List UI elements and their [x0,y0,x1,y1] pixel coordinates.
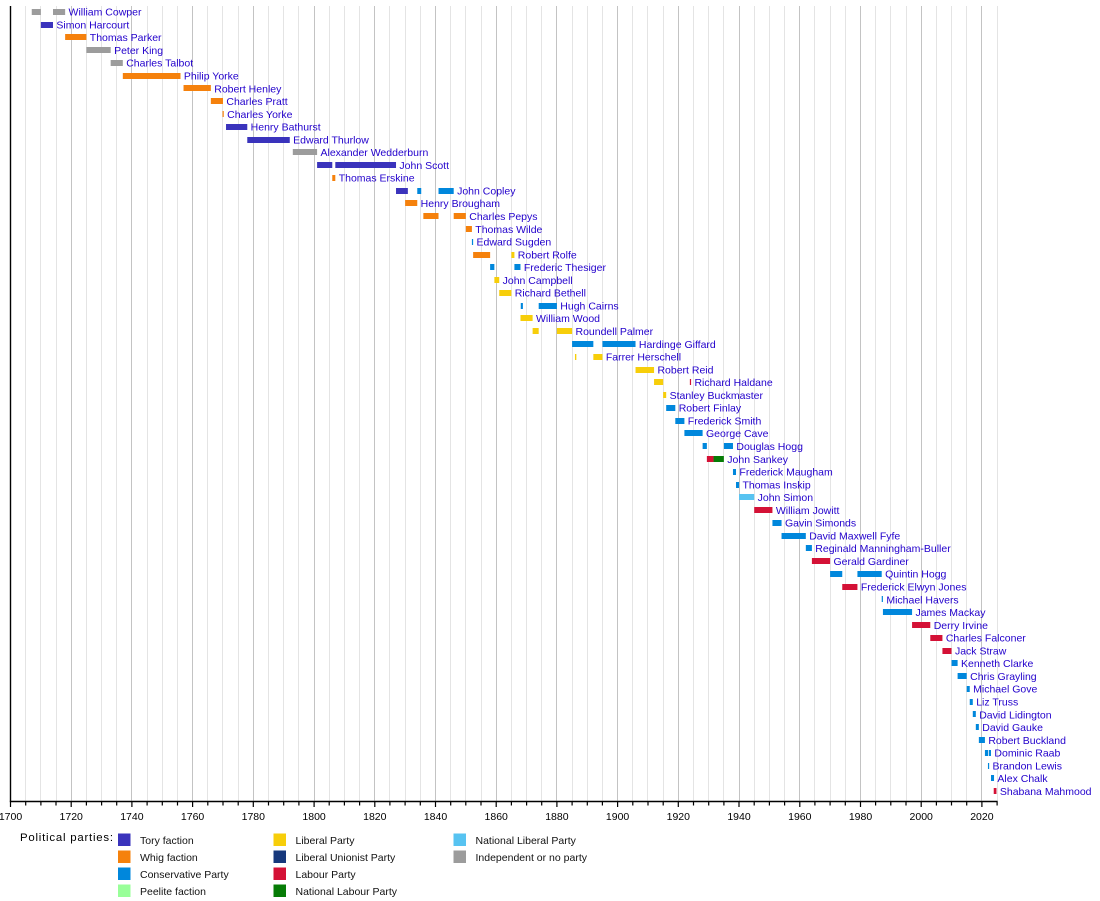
svg-text:Charles Pepys: Charles Pepys [469,211,537,223]
svg-text:Richard Bethell: Richard Bethell [515,288,586,300]
svg-text:Gerald Gardiner: Gerald Gardiner [834,556,910,568]
svg-text:William Cowper: William Cowper [69,7,142,19]
svg-text:Conservative Party: Conservative Party [140,869,229,881]
svg-text:Chris Grayling: Chris Grayling [970,671,1037,683]
svg-text:Robert Finlay: Robert Finlay [679,403,742,415]
svg-text:John Simon: John Simon [758,492,814,504]
svg-text:Derry Irvine: Derry Irvine [934,620,988,632]
svg-text:George Cave: George Cave [706,428,769,440]
svg-text:1700: 1700 [0,811,22,823]
svg-text:1840: 1840 [424,811,448,823]
svg-text:John Copley: John Copley [457,185,516,197]
svg-text:1900: 1900 [606,811,630,823]
svg-text:1740: 1740 [120,811,144,823]
svg-text:William Jowitt: William Jowitt [776,505,840,517]
svg-text:William Wood: William Wood [536,313,600,325]
svg-text:Peelite faction: Peelite faction [140,886,206,898]
svg-text:Hardinge Giffard: Hardinge Giffard [639,339,716,351]
svg-text:Thomas Erskine: Thomas Erskine [339,173,415,185]
svg-text:1860: 1860 [485,811,509,823]
svg-text:Thomas Wilde: Thomas Wilde [475,224,542,236]
svg-text:1880: 1880 [545,811,569,823]
svg-text:Independent or no party: Independent or no party [476,852,588,864]
svg-text:Jack Straw: Jack Straw [955,645,1007,657]
svg-text:1820: 1820 [363,811,387,823]
svg-text:1940: 1940 [727,811,751,823]
svg-text:2020: 2020 [970,811,994,823]
svg-text:David Gauke: David Gauke [982,722,1043,734]
svg-text:Alexander Wedderburn: Alexander Wedderburn [321,147,429,159]
svg-text:Henry Brougham: Henry Brougham [421,198,501,210]
svg-text:Charles Falconer: Charles Falconer [946,633,1026,645]
svg-text:Dominic Raab: Dominic Raab [994,748,1060,760]
svg-text:Edward Thurlow: Edward Thurlow [293,134,369,146]
svg-text:Michael Havers: Michael Havers [886,594,958,606]
svg-text:Robert Reid: Robert Reid [657,364,713,376]
svg-text:Labour Party: Labour Party [296,869,357,881]
svg-text:James Mackay: James Mackay [915,607,986,619]
svg-text:Liberal Unionist Party: Liberal Unionist Party [296,852,397,864]
svg-text:David Lidington: David Lidington [979,709,1052,721]
svg-text:Quintin Hogg: Quintin Hogg [885,569,946,581]
svg-text:Roundell Palmer: Roundell Palmer [575,326,653,338]
svg-text:Frederick Smith: Frederick Smith [688,415,762,427]
svg-text:Richard Haldane: Richard Haldane [694,377,772,389]
svg-text:1800: 1800 [302,811,326,823]
svg-text:Charles Talbot: Charles Talbot [126,58,193,70]
svg-text:Farrer Herschell: Farrer Herschell [606,352,681,364]
svg-text:Alex Chalk: Alex Chalk [997,773,1048,785]
svg-text:Thomas Parker: Thomas Parker [90,32,162,44]
svg-text:John Sankey: John Sankey [727,454,788,466]
svg-text:Stanley Buckmaster: Stanley Buckmaster [670,390,764,402]
svg-text:1760: 1760 [181,811,205,823]
svg-text:Edward Sugden: Edward Sugden [477,237,552,249]
svg-text:1780: 1780 [242,811,266,823]
svg-text:Liz Truss: Liz Truss [976,697,1018,709]
svg-text:Hugh Cairns: Hugh Cairns [560,300,618,312]
svg-text:Tory faction: Tory faction [140,835,194,847]
svg-text:Frederic Thesiger: Frederic Thesiger [524,262,607,274]
svg-text:Kenneth Clarke: Kenneth Clarke [961,658,1034,670]
svg-text:Robert Rolfe: Robert Rolfe [518,249,577,261]
svg-text:Michael Gove: Michael Gove [973,684,1037,696]
svg-text:Liberal Party: Liberal Party [296,835,356,847]
svg-text:John Scott: John Scott [399,160,449,172]
svg-text:1920: 1920 [667,811,691,823]
svg-text:Henry Bathurst: Henry Bathurst [251,122,321,134]
svg-text:1960: 1960 [788,811,812,823]
svg-text:1980: 1980 [849,811,873,823]
svg-text:Frederick Maugham: Frederick Maugham [739,467,833,479]
svg-text:National Labour Party: National Labour Party [296,886,398,898]
svg-text:Thomas Inskip: Thomas Inskip [742,479,810,491]
svg-text:Whig faction: Whig faction [140,852,198,864]
svg-text:Political parties:: Political parties: [20,832,114,844]
svg-text:Shabana Mahmood: Shabana Mahmood [1000,786,1092,798]
svg-text:John Campbell: John Campbell [503,275,573,287]
svg-text:Frederick Elwyn Jones: Frederick Elwyn Jones [861,582,967,594]
svg-text:Philip Yorke: Philip Yorke [184,70,239,82]
svg-text:Douglas Hogg: Douglas Hogg [736,441,803,453]
svg-text:Robert Buckland: Robert Buckland [988,735,1066,747]
svg-text:David Maxwell Fyfe: David Maxwell Fyfe [809,530,900,542]
svg-text:1720: 1720 [60,811,84,823]
svg-text:Charles Pratt: Charles Pratt [226,96,287,108]
svg-text:2000: 2000 [910,811,934,823]
svg-text:Simon Harcourt: Simon Harcourt [56,19,129,31]
svg-text:Peter King: Peter King [114,45,163,57]
svg-text:Charles Yorke: Charles Yorke [227,109,293,121]
svg-text:Brandon Lewis: Brandon Lewis [993,760,1062,772]
svg-text:Gavin Simonds: Gavin Simonds [785,518,856,530]
svg-text:Reginald Manningham-Buller: Reginald Manningham-Buller [815,543,951,555]
svg-text:National Liberal Party: National Liberal Party [476,835,577,847]
svg-text:Robert Henley: Robert Henley [214,83,282,95]
